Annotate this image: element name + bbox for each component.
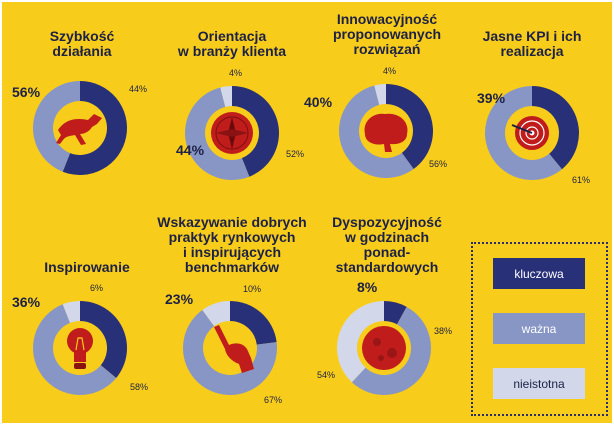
moon-body (362, 326, 406, 370)
donut-slice-nieistotna (374, 84, 386, 105)
moon-crater (387, 348, 397, 358)
data-label: 52% (286, 149, 304, 159)
data-label: 54% (317, 370, 335, 380)
bulb-glass (67, 328, 93, 354)
dartboard-ring-inner (525, 126, 539, 140)
chart-title-innovation: Innowacyjność proponowanych rozwiązań (332, 11, 442, 57)
legend-item-nieistotna: nieistotna (493, 368, 585, 399)
data-label: 38% (434, 326, 452, 336)
data-label: 6% (90, 283, 103, 293)
dartboard-icon (511, 116, 549, 150)
data-label: 4% (229, 68, 242, 78)
data-label: 10% (243, 284, 261, 294)
data-label: 56% (12, 84, 41, 100)
pointing-hand-icon (214, 325, 254, 373)
data-label: 58% (130, 382, 148, 392)
donut-slice-wazna (351, 306, 431, 395)
data-label: 56% (429, 159, 447, 169)
moon-crater (373, 338, 381, 346)
donut-slice-kluczowa (384, 301, 407, 325)
brain-icon (364, 113, 408, 152)
donut-slice-nieistotna (220, 86, 232, 107)
data-label: 36% (12, 294, 41, 310)
compass-icon (211, 112, 253, 154)
pointing-hand-icon-shape (214, 325, 254, 373)
running-dog-icon (56, 114, 102, 145)
chart-title-best-practices: Wskazywanie dobrych praktyk rynkowych i … (157, 214, 307, 275)
chart-title-industry-orientation: Orientacja w branży klienta (177, 28, 287, 59)
chart-title-availability: Dyspozycyjność w godzinach ponad- standa… (332, 214, 442, 275)
data-label: 44% (129, 84, 147, 94)
data-label: 61% (572, 175, 590, 185)
data-label: 23% (165, 291, 194, 307)
donut-slice-wazna (33, 304, 117, 396)
donut-slice-nieistotna (202, 301, 230, 327)
bulb-filament (75, 337, 85, 351)
running-dog-icon-shape (56, 114, 102, 145)
donut-slice-nieistotna (337, 301, 384, 383)
donut-slice-kluczowa (532, 86, 579, 170)
donut-slice-kluczowa (62, 81, 128, 175)
donut-slice-wazna (183, 309, 277, 395)
donut-chart: 40% 56% 4% (304, 66, 447, 178)
legend: kluczowa ważna nieistotna (471, 242, 608, 416)
donut-slice-kluczowa (232, 86, 279, 177)
chart-title-inspiration: Inspirowanie (44, 259, 130, 275)
donut-chart: 23% 67% 10% (165, 284, 282, 405)
data-label: 8% (357, 279, 378, 295)
donut-slice-kluczowa (230, 301, 277, 345)
donut-chart: 36% 58% 6% (12, 283, 148, 396)
chart-title-kpi: Jasne KPI i ich realizacja (482, 28, 582, 59)
donut-slice-wazna (184, 87, 250, 180)
moon-crater (378, 355, 384, 361)
dart (511, 124, 533, 134)
brain-icon-shape (364, 113, 408, 152)
dartboard-ring (519, 120, 545, 146)
donut-slice-wazna (33, 80, 80, 172)
donut-slice-kluczowa (80, 301, 127, 378)
compass-needle-cross (216, 129, 248, 137)
donut-chart: 44% 52% 4% (176, 68, 304, 180)
donut-slice-wazna (485, 86, 562, 180)
moon-icon (362, 326, 406, 370)
donut-chart: 56% 44% (12, 80, 147, 175)
data-label: 44% (176, 142, 205, 158)
chart-title-speed: Szybkość działania (49, 28, 115, 59)
data-label: 40% (304, 94, 333, 110)
data-label: 39% (477, 90, 506, 106)
donut-slice-nieistotna (62, 301, 80, 323)
bulb-base (74, 363, 86, 369)
donut-slice-kluczowa (386, 84, 433, 170)
donut-slice-wazna (338, 85, 414, 178)
bulb-neck (74, 352, 86, 362)
light-bulb-icon (67, 328, 93, 369)
donut-chart: 39% 61% (477, 86, 590, 185)
legend-item-wazna: ważna (493, 313, 585, 344)
legend-item-kluczowa: kluczowa (493, 258, 585, 289)
data-label: 67% (264, 395, 282, 405)
donut-chart: 8% 54% 38% (317, 279, 452, 395)
data-label: 4% (383, 66, 396, 76)
